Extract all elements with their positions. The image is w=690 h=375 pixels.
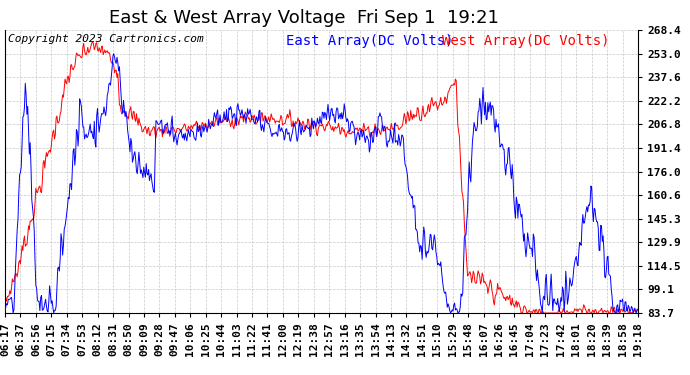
Text: Copyright 2023 Cartronics.com: Copyright 2023 Cartronics.com (8, 34, 204, 44)
Text: East & West Array Voltage  Fri Sep 1  19:21: East & West Array Voltage Fri Sep 1 19:2… (108, 9, 499, 27)
Text: East Array(DC Volts): East Array(DC Volts) (286, 34, 454, 48)
Text: West Array(DC Volts): West Array(DC Volts) (442, 34, 609, 48)
